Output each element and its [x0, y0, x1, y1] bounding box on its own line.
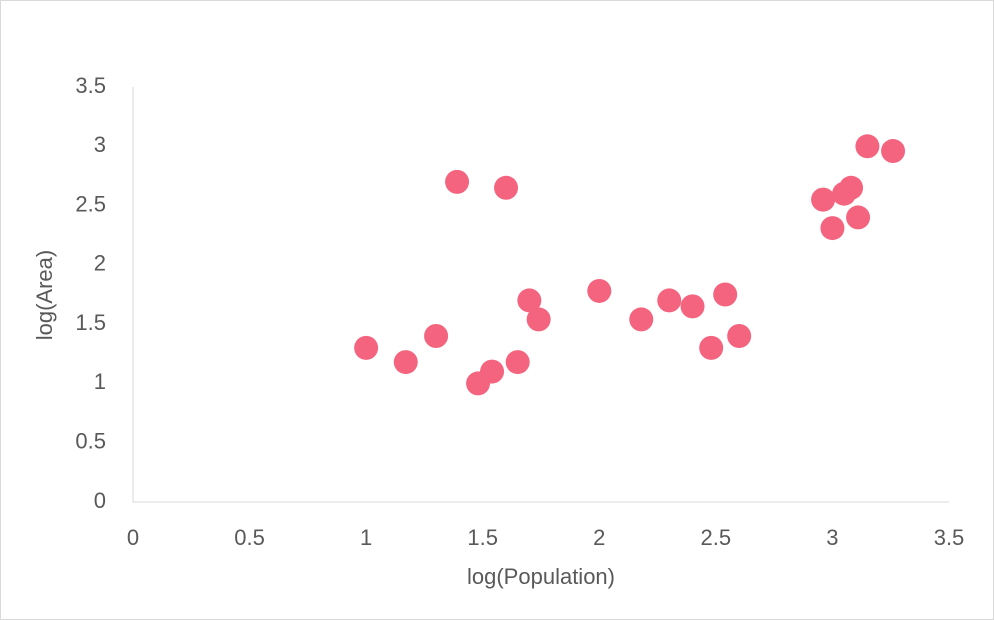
y-tick-label: 2 — [94, 251, 106, 276]
point — [494, 175, 519, 200]
x-tick-label: 2.5 — [701, 525, 732, 550]
point — [881, 139, 906, 164]
x-tick-label: 0 — [127, 525, 139, 550]
point — [629, 307, 654, 332]
x-tick-label: 3 — [826, 525, 838, 550]
point — [811, 187, 836, 212]
point — [680, 294, 705, 319]
point — [713, 282, 738, 307]
point — [424, 324, 449, 348]
y-axis-label: log(Area) — [32, 250, 57, 340]
point — [480, 359, 505, 384]
point — [820, 216, 845, 241]
point — [354, 335, 379, 360]
y-tick-label: 3 — [94, 132, 106, 157]
y-tick-label: 0 — [94, 488, 106, 513]
y-tick-label: 2.5 — [75, 191, 106, 216]
point — [445, 169, 470, 194]
y-tick-label: 3.5 — [75, 73, 106, 98]
point — [855, 134, 880, 159]
point — [517, 288, 542, 313]
point — [699, 335, 724, 360]
point — [587, 278, 612, 303]
point — [505, 350, 530, 375]
y-tick-label: 1 — [94, 369, 106, 394]
y-tick-label: 1.5 — [75, 310, 106, 335]
x-tick-label: 0.5 — [234, 525, 265, 550]
x-tick-label: 2 — [593, 525, 605, 550]
point — [526, 307, 551, 332]
point — [393, 350, 418, 375]
y-tick-label: 0.5 — [75, 429, 106, 454]
x-tick-label: 3.5 — [934, 525, 965, 550]
x-tick-label: 1.5 — [467, 525, 498, 550]
point — [846, 205, 871, 230]
point — [839, 175, 864, 200]
point — [657, 288, 682, 313]
point — [727, 324, 752, 348]
x-axis-label: log(Population) — [467, 564, 615, 589]
x-tick-label: 1 — [360, 525, 372, 550]
